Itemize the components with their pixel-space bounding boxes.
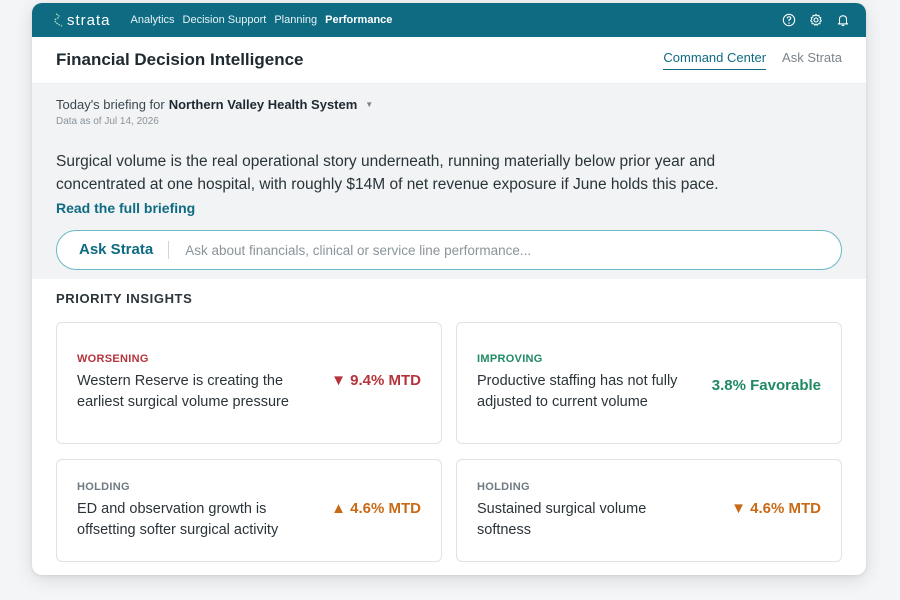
ask-strata-label: Ask Strata [79, 241, 170, 259]
briefing-panel: Today's briefing for Northern Valley Hea… [32, 84, 866, 279]
insight-text: Productive staffing has not fully adjust… [477, 373, 678, 410]
insight-metric: ▼ 4.6% MTD [731, 499, 821, 517]
insights-title: PRIORITY INSIGHTS [56, 291, 193, 306]
nav-item-decision-support[interactable]: Decision Support [182, 14, 267, 26]
bell-icon[interactable] [836, 13, 850, 27]
strata-logo-icon [54, 13, 63, 27]
header-tabs: Command Center Ask Strata [663, 50, 842, 70]
status-badge: HOLDING [77, 480, 130, 493]
briefing-header: Today's briefing for Northern Valley Hea… [56, 97, 842, 112]
ask-strata-input[interactable] [183, 241, 819, 259]
insight-text: Sustained surgical volume softness [477, 500, 647, 538]
top-navigation-bar: strata Analytics Decision Support Planni… [32, 3, 866, 37]
status-badge: WORSENING [77, 353, 149, 365]
insight-text: Western Reserve is creating the earliest… [77, 373, 289, 410]
data-as-of: Data as of Jul 14, 2026 [56, 116, 159, 127]
tab-ask-strata[interactable]: Ask Strata [782, 50, 842, 65]
help-icon[interactable] [782, 13, 796, 27]
insight-card[interactable]: HOLDING Sustained surgical volume softne… [456, 459, 842, 562]
status-badge: IMPROVING [477, 353, 543, 365]
insight-card[interactable]: WORSENING Western Reserve is creating th… [56, 322, 442, 444]
briefing-summary: Surgical volume is the real operational … [56, 153, 719, 193]
priority-insights: PRIORITY INSIGHTS WORSENING Western Rese… [32, 279, 866, 562]
insight-card[interactable]: HOLDING ED and observation growth is off… [56, 459, 442, 562]
top-icons [782, 13, 850, 27]
main-nav: Analytics Decision Support Planning Perf… [131, 14, 393, 26]
strata-logo[interactable]: strata [54, 12, 111, 29]
organization-selector[interactable]: Northern Valley Health System [168, 97, 358, 112]
status-badge: HOLDING [477, 480, 530, 493]
app-window: strata Analytics Decision Support Planni… [32, 3, 866, 575]
nav-item-analytics[interactable]: Analytics [130, 14, 175, 26]
briefing-prefix: Today's briefing for [56, 97, 165, 112]
chevron-down-icon[interactable]: ▼ [365, 100, 374, 109]
page-header: Financial Decision Intelligence Command … [32, 37, 866, 84]
insight-metric: 3.8% Favorable [711, 377, 821, 394]
insight-card[interactable]: IMPROVING Productive staffing has not fu… [456, 322, 842, 444]
ask-strata-bar: Ask Strata [56, 230, 842, 270]
insight-metric: ▲ 4.6% MTD [331, 499, 421, 517]
settings-icon[interactable] [809, 13, 823, 27]
page-title: Financial Decision Intelligence [56, 50, 304, 69]
insights-grid: WORSENING Western Reserve is creating th… [56, 322, 842, 562]
nav-item-planning[interactable]: Planning [274, 14, 318, 26]
brand-name: strata [67, 11, 111, 29]
insight-text: ED and observation growth is offsetting … [77, 500, 279, 538]
tab-command-center[interactable]: Command Center [663, 50, 767, 70]
insight-metric: ▼ 9.4% MTD [331, 372, 421, 389]
read-full-briefing-link[interactable]: Read the full briefing [56, 200, 196, 216]
nav-item-performance[interactable]: Performance [325, 14, 393, 26]
